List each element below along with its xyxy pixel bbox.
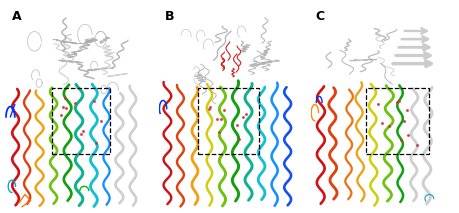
- Bar: [365, 88, 428, 154]
- Bar: [197, 88, 258, 154]
- Text: A: A: [11, 10, 21, 23]
- Bar: [52, 88, 110, 154]
- Text: B: B: [164, 10, 174, 23]
- Text: C: C: [314, 10, 324, 23]
